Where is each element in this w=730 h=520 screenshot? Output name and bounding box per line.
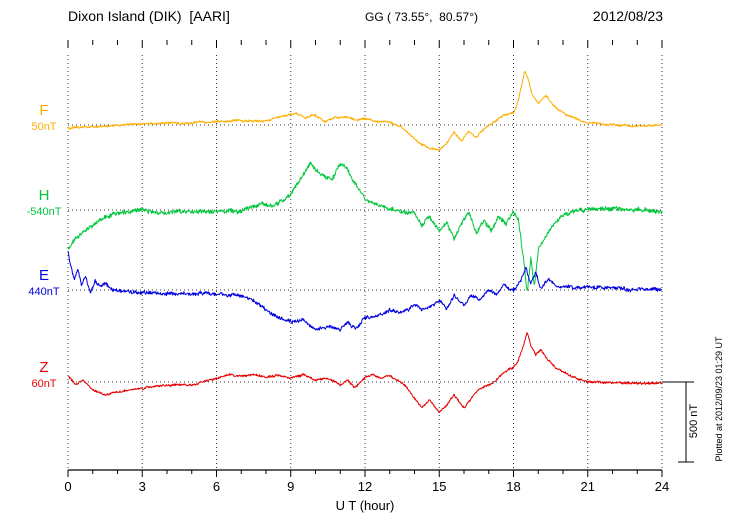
series-baseline-value-F: 50nT: [31, 121, 57, 133]
x-tick-label-24: 24: [654, 479, 670, 494]
station-title: Dixon Island (DIK) [AARI]: [68, 8, 230, 24]
series-letter-E: E: [38, 267, 49, 284]
trace-F: [67, 71, 663, 152]
x-tick-label-3: 3: [138, 479, 146, 494]
x-tick-label-15: 15: [432, 479, 447, 494]
series-baseline-value-E: 440nT: [28, 286, 60, 298]
plotted-at-note: Plotted at 2012/09/23 01:29 UT: [714, 336, 724, 462]
series-baseline-value-H: -540nT: [26, 206, 62, 218]
series-letter-H: H: [38, 187, 50, 204]
x-tick-label-21: 21: [580, 479, 595, 494]
series-letter-Z: Z: [39, 359, 49, 376]
plot-date: 2012/08/23: [592, 8, 663, 24]
x-tick-label-6: 6: [212, 479, 221, 494]
series-label-Z: Z 60nT: [16, 360, 72, 390]
x-axis-title: U T (hour): [335, 498, 395, 513]
x-tick-label-18: 18: [506, 479, 521, 494]
trace-Z: [68, 332, 663, 414]
x-tick-label-12: 12: [357, 479, 373, 494]
x-tick-label-0: 0: [64, 479, 72, 494]
trace-E: [67, 250, 663, 332]
series-baseline-value-Z: 60nT: [31, 378, 57, 390]
scalebar-label: 500 nT: [688, 403, 700, 439]
series-label-F: F 50nT: [16, 103, 72, 133]
series-label-E: E 440nT: [16, 268, 72, 298]
series-letter-F: F: [39, 102, 49, 119]
x-tick-label-9: 9: [287, 479, 295, 494]
series-label-H: H -540nT: [16, 188, 72, 218]
trace-H: [67, 161, 663, 291]
geo-coordinates: GG ( 73.55°, 80.57°): [365, 10, 478, 24]
